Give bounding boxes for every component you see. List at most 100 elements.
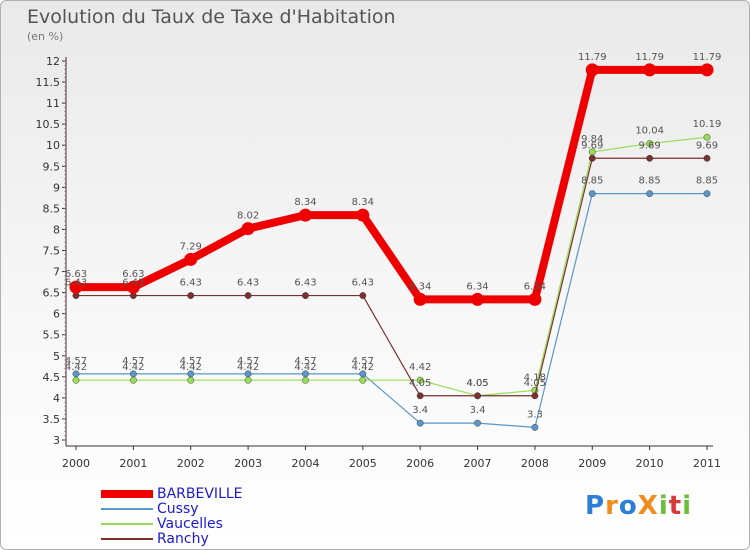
legend-swatch bbox=[101, 490, 153, 498]
data-label-ranchy: 6.43 bbox=[65, 278, 87, 289]
data-point-vaucelles bbox=[129, 376, 137, 384]
data-label-barbeville: 6.34 bbox=[524, 281, 546, 292]
data-point-barbeville bbox=[126, 280, 140, 294]
logo-letter: i bbox=[682, 491, 693, 521]
data-point-barbeville bbox=[700, 63, 714, 77]
data-point-vaucelles bbox=[72, 376, 80, 384]
data-point-cussy bbox=[531, 423, 539, 431]
legend-swatch bbox=[101, 523, 153, 525]
data-label-barbeville: 8.02 bbox=[237, 211, 259, 222]
data-label-cussy: 4.57 bbox=[237, 356, 259, 367]
x-tick-label: 2008 bbox=[521, 457, 549, 470]
x-tick-label: 2009 bbox=[578, 457, 606, 470]
data-label-ranchy: 9.69 bbox=[581, 140, 603, 151]
data-label-cussy: 8.85 bbox=[639, 176, 661, 187]
data-label-barbeville: 11.79 bbox=[693, 52, 722, 63]
data-label-vaucelles: 4.42 bbox=[65, 362, 87, 373]
data-label-cussy: 8.85 bbox=[696, 176, 718, 187]
series-line-barbeville bbox=[72, 65, 711, 304]
data-label-barbeville: 11.79 bbox=[635, 52, 664, 63]
data-point-barbeville bbox=[413, 292, 427, 306]
data-label-ranchy: 6.43 bbox=[352, 278, 374, 289]
y-tick-label: 9 bbox=[53, 181, 60, 194]
data-point-barbeville bbox=[528, 292, 542, 306]
data-label-cussy: 3.4 bbox=[470, 405, 486, 416]
data-label-barbeville: 8.34 bbox=[352, 197, 374, 208]
y-tick-label: 12 bbox=[46, 55, 60, 68]
data-label-vaucelles: 10.04 bbox=[635, 126, 664, 137]
data-point-barbeville bbox=[298, 208, 312, 222]
y-tick-label: 7.5 bbox=[43, 245, 61, 258]
data-label-barbeville: 8.34 bbox=[294, 197, 316, 208]
y-tick-label: 9.5 bbox=[43, 160, 61, 173]
legend-label: Cussy bbox=[157, 501, 199, 517]
data-label-vaucelles: 4.42 bbox=[122, 362, 144, 373]
data-label-cussy: 4.57 bbox=[122, 356, 144, 367]
data-label-barbeville: 6.34 bbox=[409, 281, 431, 292]
series-line-cussy bbox=[75, 193, 708, 428]
data-label-barbeville: 6.34 bbox=[466, 281, 488, 292]
unit-label: (en %) bbox=[27, 30, 64, 43]
data-label-barbeville: 6.63 bbox=[122, 269, 144, 280]
legend-label: Vaucelles bbox=[157, 516, 223, 532]
series-line-vaucelles bbox=[75, 136, 708, 397]
data-point-cussy bbox=[416, 419, 424, 427]
data-point-barbeville bbox=[585, 63, 599, 77]
data-point-ranchy bbox=[416, 392, 424, 400]
x-tick-label: 2001 bbox=[119, 457, 147, 470]
data-label-ranchy: 4.05 bbox=[466, 378, 488, 389]
data-point-vaucelles bbox=[244, 376, 252, 384]
data-point-ranchy bbox=[703, 154, 711, 162]
legend-label: Ranchy bbox=[157, 531, 209, 547]
data-point-vaucelles bbox=[359, 376, 367, 384]
data-label-barbeville: 6.63 bbox=[65, 269, 87, 280]
data-point-ranchy bbox=[646, 154, 654, 162]
data-label-vaucelles: 10.19 bbox=[693, 119, 722, 130]
y-tick-label: 5 bbox=[53, 350, 60, 363]
data-point-vaucelles bbox=[646, 140, 654, 147]
data-label-vaucelles: 4.05 bbox=[466, 378, 488, 389]
data-label-ranchy: 4.05 bbox=[409, 378, 431, 389]
data-point-barbeville bbox=[69, 280, 83, 294]
data-point-barbeville bbox=[241, 222, 255, 236]
proxiti-logo: ProXiti bbox=[585, 491, 692, 521]
data-point-vaucelles bbox=[703, 133, 711, 141]
data-point-vaucelles bbox=[187, 376, 195, 384]
data-label-vaucelles: 4.42 bbox=[180, 362, 202, 373]
x-tick-label: 2007 bbox=[464, 457, 492, 470]
series-line-ranchy bbox=[75, 157, 708, 397]
data-point-barbeville bbox=[356, 208, 370, 222]
y-tick-label: 8 bbox=[53, 223, 60, 236]
y-tick-label: 5.5 bbox=[43, 329, 61, 342]
data-point-vaucelles bbox=[416, 376, 424, 384]
data-label-cussy: 4.57 bbox=[294, 356, 316, 367]
logo-letter: t bbox=[668, 491, 683, 521]
y-tick-label: 8.5 bbox=[43, 202, 61, 215]
y-tick-label: 3.5 bbox=[43, 413, 61, 426]
y-tick-label: 6.5 bbox=[43, 287, 61, 300]
legend-swatch bbox=[101, 538, 153, 540]
y-tick-label: 4.5 bbox=[43, 371, 61, 384]
x-tick-label: 2010 bbox=[636, 457, 664, 470]
logo-letter: o bbox=[618, 491, 638, 521]
data-point-ranchy bbox=[187, 292, 195, 300]
x-tick-label: 2011 bbox=[693, 457, 721, 470]
y-tick-label: 10 bbox=[46, 139, 60, 152]
data-point-ranchy bbox=[531, 392, 539, 400]
data-label-cussy: 4.57 bbox=[352, 356, 374, 367]
data-label-vaucelles: 4.42 bbox=[294, 362, 316, 373]
x-tick-label: 2002 bbox=[177, 457, 205, 470]
data-label-barbeville: 7.29 bbox=[180, 241, 202, 252]
data-point-barbeville bbox=[471, 292, 485, 306]
data-point-ranchy bbox=[359, 292, 367, 300]
logo-letter: P bbox=[585, 491, 606, 521]
legend-label: BARBEVILLE bbox=[157, 486, 243, 502]
data-point-cussy bbox=[703, 190, 711, 198]
x-tick-label: 2000 bbox=[62, 457, 90, 470]
data-label-ranchy: 6.43 bbox=[294, 278, 316, 289]
data-point-ranchy bbox=[244, 292, 252, 300]
y-tick-label: 4 bbox=[53, 392, 60, 405]
data-label-ranchy: 6.43 bbox=[237, 278, 259, 289]
